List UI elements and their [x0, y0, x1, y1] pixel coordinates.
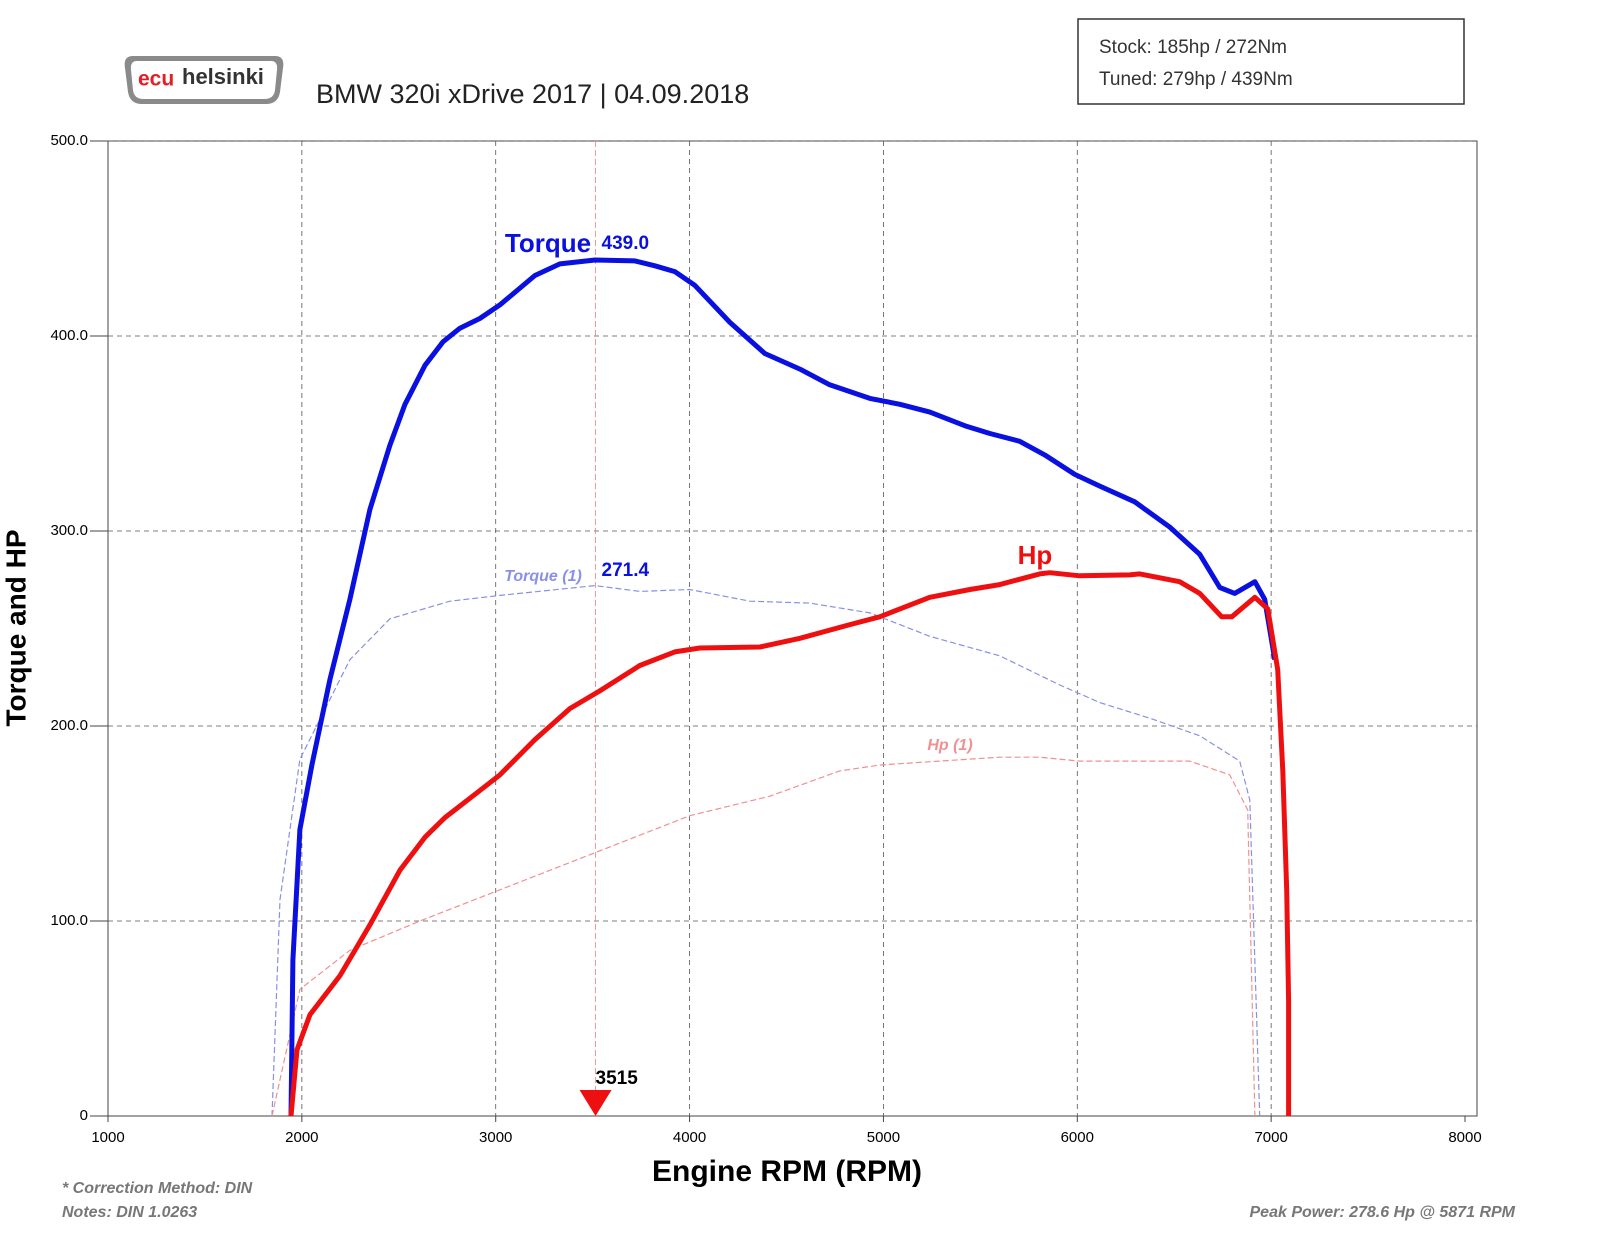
x-tick-label: 5000: [867, 1129, 900, 1146]
series-line: [288, 570, 1292, 1117]
logo: ecu helsinki: [124, 56, 284, 104]
x-tick-label: 2000: [285, 1129, 318, 1146]
y-tick-label: 0: [80, 1107, 88, 1124]
series-label: Torque: [505, 228, 591, 258]
series-line: [271, 585, 1261, 1117]
footer-note: Notes: DIN 1.0263: [62, 1204, 197, 1221]
x-tick-label: 6000: [1061, 1129, 1094, 1146]
peak-label: 439.0: [602, 233, 650, 254]
footer-note: * Correction Method: DIN: [62, 1180, 253, 1197]
y-tick-label: 300.0: [50, 522, 88, 539]
x-tick-label: 8000: [1448, 1129, 1481, 1146]
peak-label: 271.4: [602, 560, 650, 581]
logo-inner: [130, 61, 278, 99]
x-tick-label: 7000: [1254, 1129, 1287, 1146]
x-tick-label: 3000: [479, 1129, 512, 1146]
summary-line: Tuned: 279hp / 439Nm: [1099, 69, 1293, 90]
series-line: [271, 756, 1256, 1117]
y-axis-label: Torque and HP: [0, 529, 31, 726]
x-tick-label: 4000: [673, 1129, 706, 1146]
cursor-marker: [579, 1090, 612, 1116]
peak-note: Peak Power: 278.6 Hp @ 5871 RPM: [1250, 1204, 1516, 1221]
cursor-label: 3515: [596, 1068, 639, 1089]
series-label: Hp: [1018, 540, 1053, 570]
y-tick-label: 500.0: [50, 132, 88, 149]
y-tick-label: 100.0: [50, 912, 88, 929]
series-label: Torque (1): [504, 568, 582, 585]
summary-box: [1077, 18, 1465, 105]
logo-ecu: ecu: [138, 68, 174, 91]
y-tick-label: 400.0: [50, 327, 88, 344]
x-tick-label: 1000: [91, 1129, 124, 1146]
series-line: [288, 257, 1278, 1117]
series-label: Hp (1): [927, 737, 972, 754]
chart-title: BMW 320i xDrive 2017 | 04.09.2018: [316, 79, 749, 109]
logo-helsinki: helsinki: [182, 64, 264, 89]
x-axis-label: Engine RPM (RPM): [652, 1155, 922, 1188]
y-tick-label: 200.0: [50, 717, 88, 734]
summary-line: Stock: 185hp / 272Nm: [1099, 37, 1287, 58]
